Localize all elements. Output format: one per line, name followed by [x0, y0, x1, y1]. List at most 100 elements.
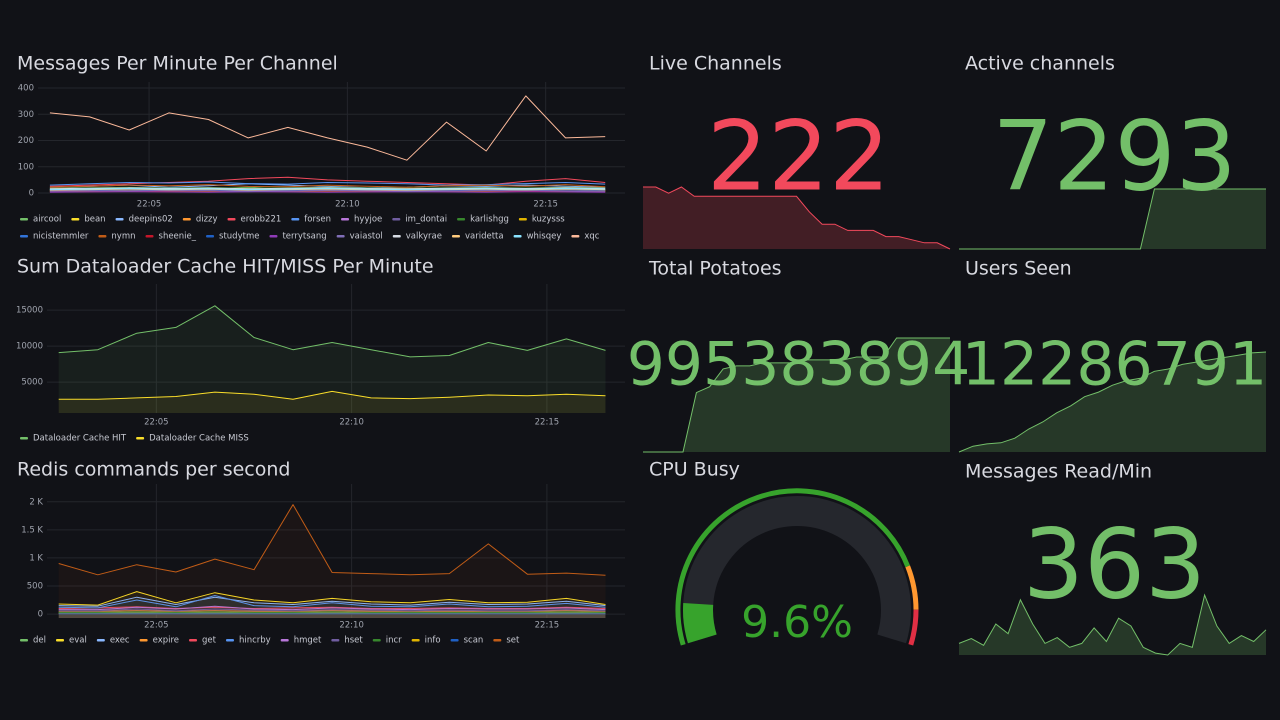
legend-swatch	[145, 235, 154, 238]
legend-swatch	[392, 218, 401, 221]
legend-swatch	[411, 639, 420, 642]
legend-swatch	[450, 639, 459, 642]
legend-label: set	[506, 636, 520, 646]
panel-title: Redis commands per second	[17, 459, 290, 481]
stat-value: 995383894	[627, 330, 971, 400]
legend-swatch	[493, 639, 502, 642]
legend-swatch	[56, 639, 64, 642]
legend-label: hyyjoe	[354, 215, 382, 225]
legend-label: hmget	[294, 636, 322, 646]
series-line	[58, 610, 606, 612]
legend-label: sheenie_	[159, 232, 197, 242]
y-tick-label: 100	[18, 162, 34, 172]
y-tick-label: 0	[29, 189, 34, 199]
legend-swatch	[341, 218, 350, 221]
series-line	[49, 181, 606, 186]
stat-value: 12286791	[962, 330, 1267, 400]
series-line	[49, 191, 606, 193]
legend-label: karlishgg	[470, 215, 509, 225]
series-line	[58, 611, 606, 613]
legend-label: aircool	[33, 215, 61, 225]
legend-label: dizzy	[196, 215, 218, 225]
x-tick-label: 22:15	[533, 200, 558, 210]
series-line	[58, 596, 606, 607]
x-tick-label: 22:05	[137, 200, 162, 210]
legend-label: get	[202, 636, 217, 646]
legend-swatch	[227, 218, 236, 221]
gauge-label: 9.6%	[741, 597, 853, 648]
threshold-band	[675, 488, 911, 646]
legend-label: kuzysss	[532, 215, 565, 225]
legend-label: studytme	[219, 232, 259, 242]
gauge-value	[683, 602, 717, 644]
gauge-track	[683, 496, 911, 644]
y-tick-label: 1.5 K	[21, 525, 43, 535]
sparkline-line	[959, 188, 1266, 250]
legend-swatch	[20, 437, 28, 440]
legend-label: varidetta	[465, 232, 504, 242]
legend-swatch	[225, 639, 234, 642]
legend-swatch	[139, 639, 148, 642]
threshold-band	[905, 565, 919, 610]
series-line	[49, 188, 606, 191]
legend-label: terrytsang	[282, 232, 326, 242]
series-line	[49, 189, 606, 192]
legend-swatch	[331, 639, 340, 642]
legend-swatch	[20, 639, 28, 642]
x-tick-label: 22:15	[535, 621, 560, 631]
legend-swatch	[513, 235, 522, 238]
legend-swatch	[291, 218, 300, 221]
legend-label: Dataloader Cache HIT	[33, 434, 127, 444]
panel-title: CPU Busy	[649, 459, 740, 481]
legend-label: nymn	[111, 232, 135, 242]
panel-title: Users Seen	[965, 258, 1072, 280]
x-tick-label: 22:10	[339, 418, 364, 428]
sparkline-area	[643, 187, 950, 249]
legend-swatch	[518, 218, 527, 221]
x-tick-label: 22:05	[144, 418, 169, 428]
x-tick-label: 22:10	[335, 200, 360, 210]
series-line	[58, 595, 606, 609]
sparkline-area	[959, 595, 1266, 655]
legend-swatch	[98, 235, 107, 238]
x-tick-label: 22:15	[535, 418, 560, 428]
legend-label: del	[33, 636, 46, 646]
series-area	[58, 613, 606, 618]
series-line	[58, 504, 606, 576]
legend-swatch	[182, 218, 191, 221]
series-area	[58, 305, 606, 413]
y-tick-label: 2 K	[29, 497, 43, 507]
sparkline-area	[643, 338, 950, 452]
legend-swatch	[20, 235, 28, 238]
legend-label: expire	[153, 636, 179, 646]
panel-title: Active channels	[965, 53, 1115, 75]
series-line	[58, 305, 606, 358]
y-tick-label: 300	[18, 110, 34, 120]
legend-swatch	[336, 235, 345, 238]
series-area	[58, 504, 606, 618]
legend-swatch	[392, 235, 401, 238]
stat-value: 222	[707, 100, 890, 212]
legend-swatch	[571, 235, 580, 238]
panel-title: Messages Read/Min	[965, 461, 1152, 483]
legend-label: hincrby	[239, 636, 271, 646]
legend-label: xqc	[584, 232, 599, 242]
legend-swatch	[115, 218, 124, 221]
y-tick-label: 200	[18, 136, 34, 146]
legend-label: bean	[84, 215, 105, 225]
legend-label: valkyrae	[406, 232, 442, 242]
panel-title: Messages Per Minute Per Channel	[17, 53, 338, 75]
sparkline-line	[643, 186, 951, 250]
legend-swatch	[206, 235, 215, 238]
series-line	[49, 176, 606, 187]
series-area	[58, 613, 606, 618]
series-line	[49, 187, 606, 190]
series-line	[49, 184, 606, 188]
legend-label: info	[425, 636, 441, 646]
y-tick-label: 0	[38, 610, 43, 620]
series-line	[58, 608, 606, 612]
